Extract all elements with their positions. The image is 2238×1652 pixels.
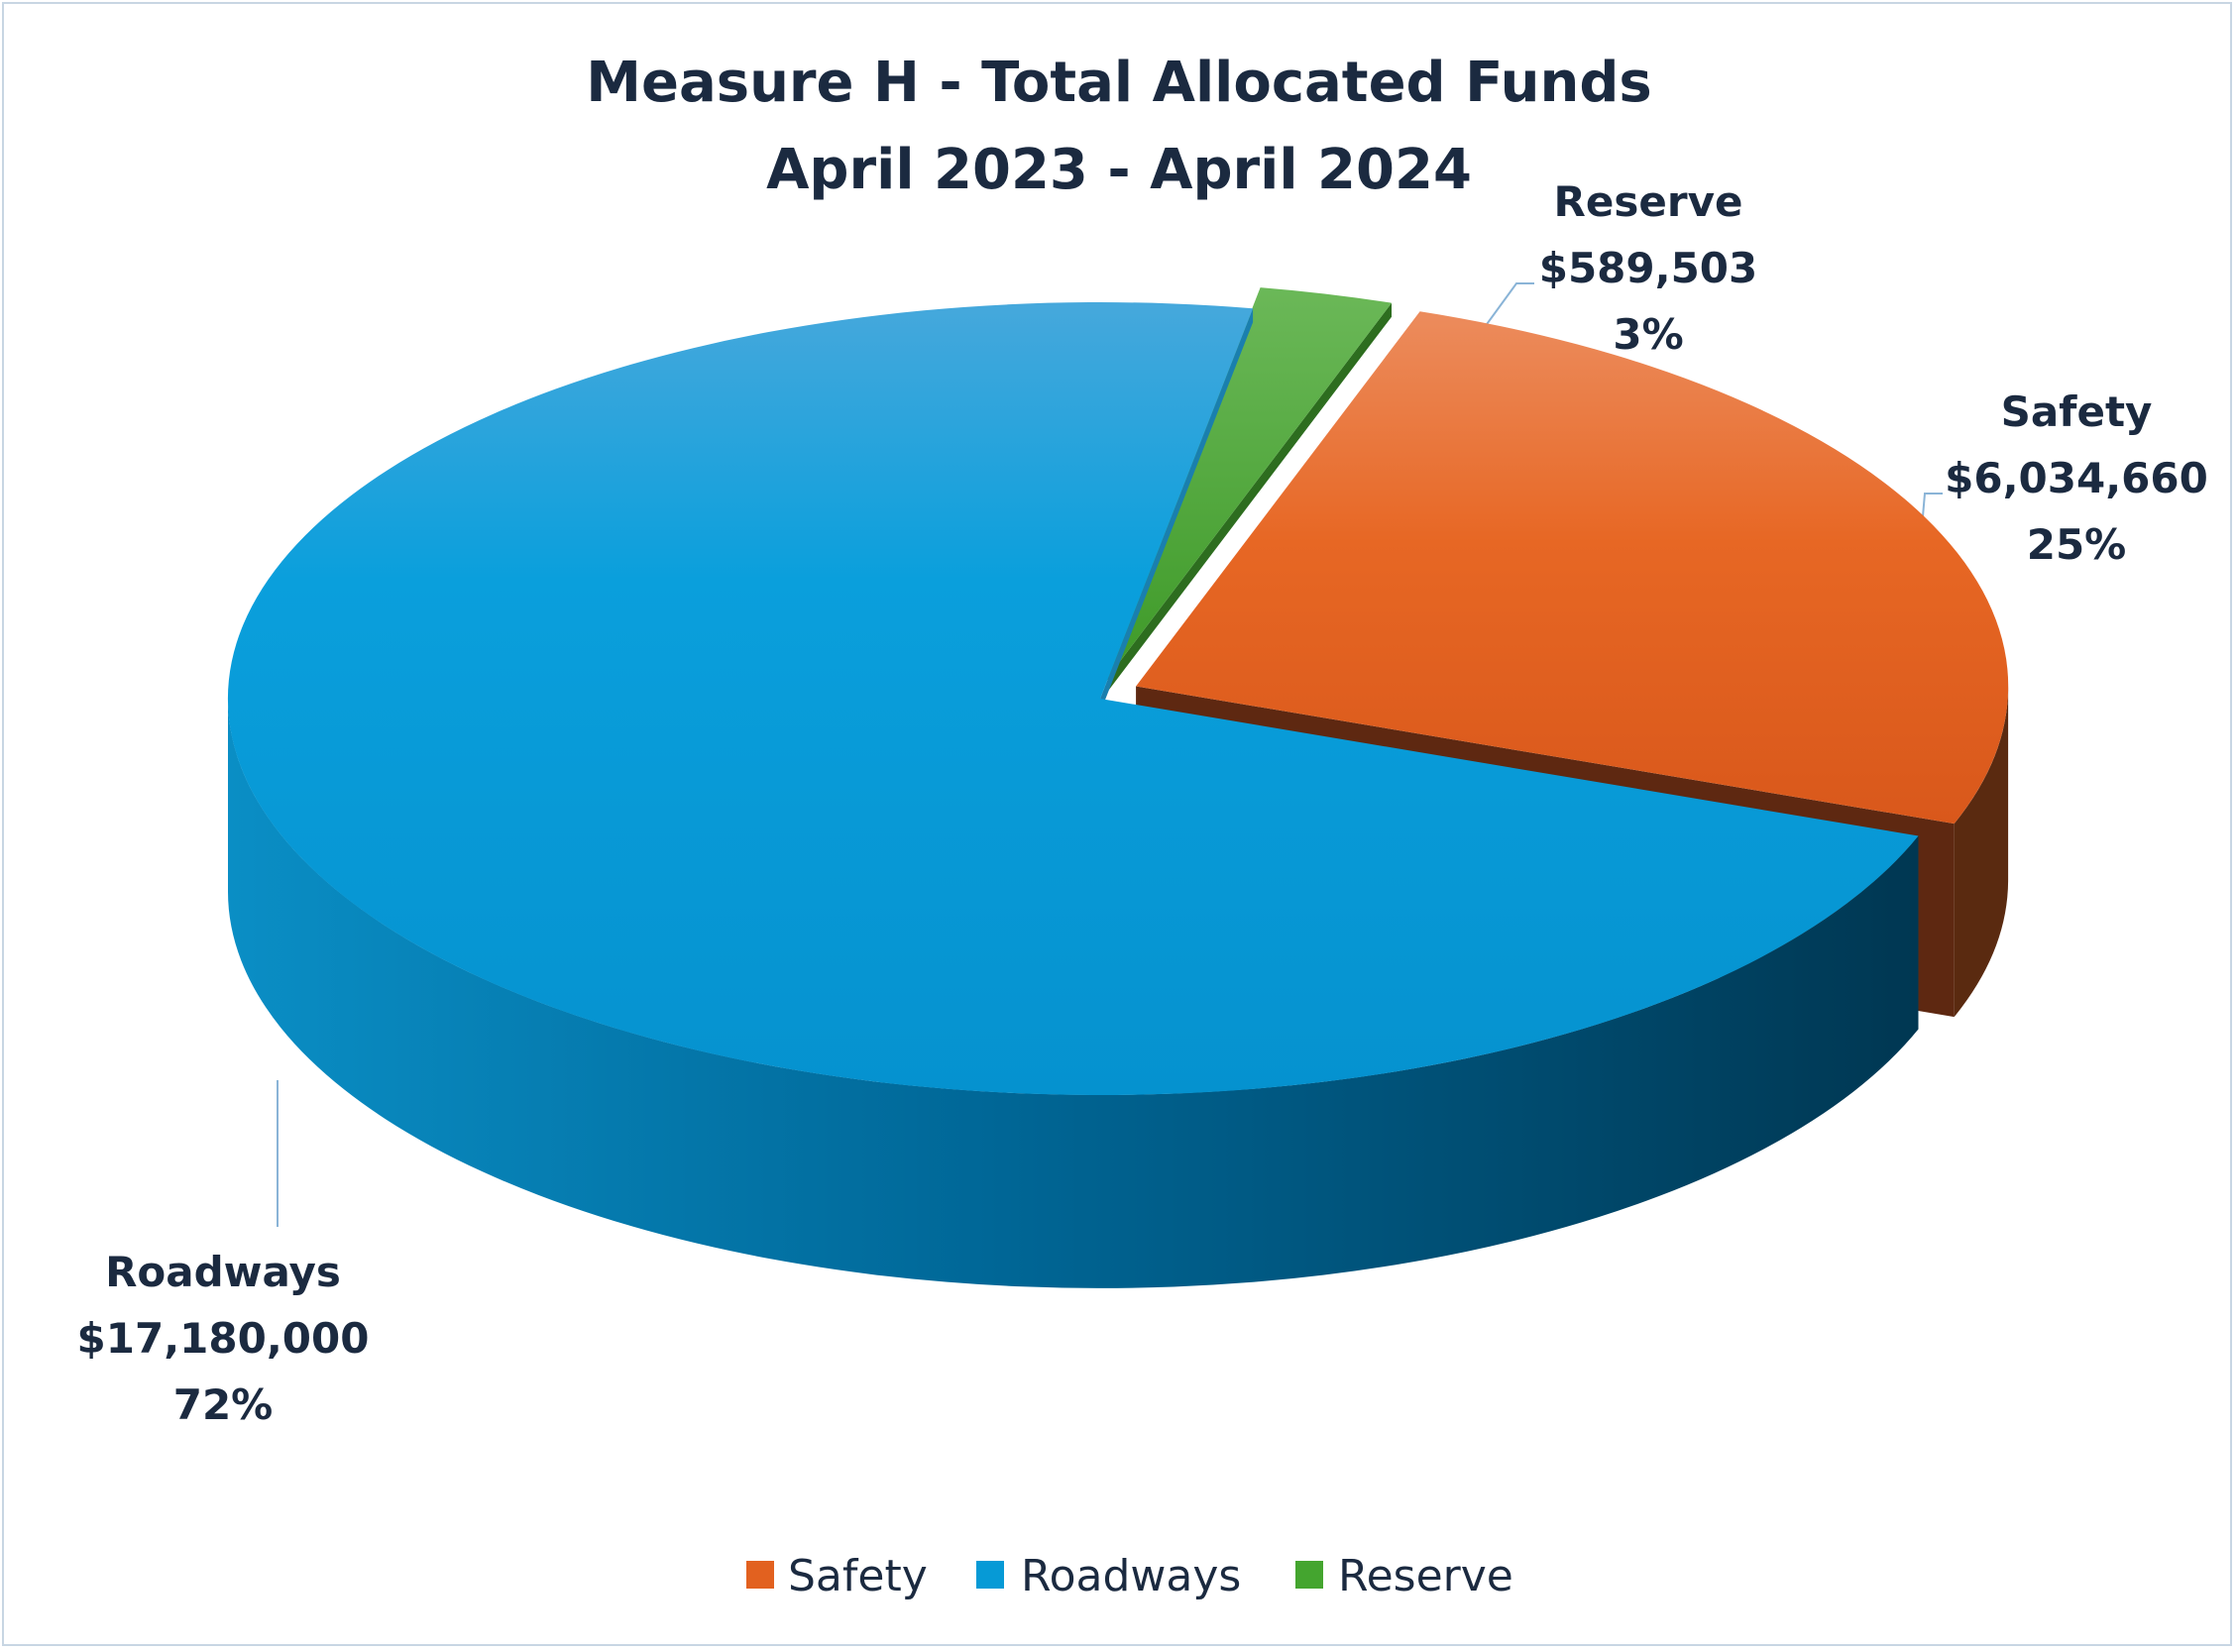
data-label-roadways: Roadways $17,180,000 72% [77, 1248, 370, 1429]
legend-item-reserve[interactable]: Reserve [1295, 1551, 1513, 1601]
slice-reserve[interactable] [1107, 287, 1393, 692]
data-label-reserve-amount: $589,503 [1539, 244, 1758, 292]
data-label-safety-percent: 25% [2027, 520, 2127, 569]
chart-title-line-2: April 2023 - April 2024 [766, 138, 1472, 202]
legend: Safety Roadways Reserve [746, 1551, 1513, 1601]
legend-item-roadways[interactable]: Roadways [976, 1551, 1241, 1601]
legend-label-safety: Safety [788, 1551, 928, 1601]
legend-label-reserve: Reserve [1338, 1551, 1513, 1601]
slice-roadways[interactable] [227, 302, 1919, 1288]
legend-item-safety[interactable]: Safety [746, 1551, 928, 1601]
legend-swatch-roadways [976, 1561, 1004, 1589]
data-label-safety-name: Safety [2001, 387, 2153, 436]
data-label-safety-amount: $6,034,660 [1945, 454, 2208, 502]
data-label-reserve-name: Reserve [1554, 177, 1743, 226]
data-label-reserve-percent: 3% [1613, 310, 1683, 359]
slice-roadways-cut-face [1100, 308, 1254, 713]
legend-label-roadways: Roadways [1021, 1551, 1241, 1601]
slice-reserve-cut-face [1107, 302, 1392, 692]
data-label-safety: Safety $6,034,660 25% [1945, 387, 2208, 569]
data-label-reserve: Reserve $589,503 3% [1539, 177, 1758, 359]
chart-title-line-1: Measure H - Total Allocated Funds [586, 51, 1652, 115]
data-label-roadways-percent: 72% [173, 1380, 274, 1429]
legend-swatch-reserve [1295, 1561, 1323, 1589]
slice-roadways-top [227, 302, 1919, 1096]
data-label-roadways-amount: $17,180,000 [77, 1314, 370, 1363]
legend-swatch-safety [746, 1561, 774, 1589]
slice-roadways-side [228, 699, 1919, 1288]
slice-reserve-top [1107, 287, 1392, 678]
slice-safety-side [1954, 686, 2009, 1018]
slice-safety-top [1136, 311, 2009, 825]
data-label-roadways-name: Roadways [105, 1248, 341, 1296]
